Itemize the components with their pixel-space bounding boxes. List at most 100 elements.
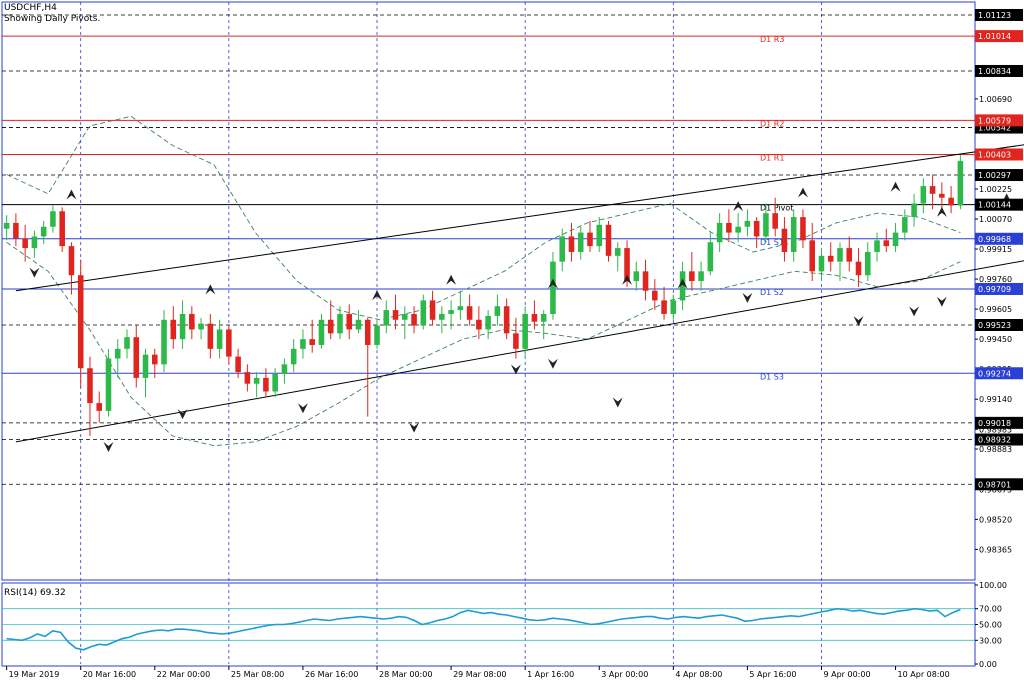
candle-body bbox=[763, 213, 769, 237]
candle-body bbox=[68, 246, 75, 276]
fractal-down-arrow bbox=[297, 403, 308, 414]
pivot-price-tag-text: 1.00144 bbox=[978, 201, 1011, 210]
candle-body bbox=[300, 339, 306, 349]
candle-body bbox=[568, 236, 575, 252]
candle-body bbox=[911, 203, 917, 218]
candles-layer bbox=[3, 155, 964, 437]
pivot-price-tag-text: 0.99709 bbox=[978, 285, 1011, 294]
candle-body bbox=[929, 186, 936, 194]
candle-body bbox=[22, 238, 28, 249]
candle-body bbox=[596, 224, 603, 247]
level-price-tag bbox=[975, 433, 1023, 446]
candle-body bbox=[670, 300, 677, 314]
candle-body bbox=[790, 217, 797, 252]
pivot-level-label: D1 R2 bbox=[760, 119, 784, 128]
trend-channel-layer[interactable] bbox=[15, 128, 1024, 443]
candle-body bbox=[411, 313, 417, 326]
candle-body bbox=[837, 248, 843, 262]
pivot-price-tag-text: 1.01014 bbox=[978, 32, 1011, 41]
candle-body bbox=[559, 236, 565, 262]
candle-body bbox=[827, 255, 834, 262]
candle-body bbox=[892, 232, 899, 247]
fractal-up-arrow bbox=[547, 278, 558, 289]
fractal-down-arrow bbox=[853, 316, 864, 327]
candle-body bbox=[652, 290, 658, 301]
time-tick-label: 28 Mar 00:00 bbox=[379, 670, 432, 679]
main-panel-frame bbox=[1, 1, 976, 581]
rsi-tick-label: 50.00 bbox=[979, 621, 1002, 630]
fractal-up-arrow bbox=[205, 284, 216, 295]
level-price-tag-text: 1.00542 bbox=[978, 124, 1011, 133]
pivot-price-tag-text: 0.99968 bbox=[978, 235, 1011, 244]
candle-body bbox=[244, 372, 251, 384]
candle-body bbox=[429, 300, 436, 320]
time-tick-label: 10 Apr 08:00 bbox=[898, 670, 950, 679]
price-tick-label: 0.98883 bbox=[979, 445, 1012, 454]
candle-body bbox=[633, 271, 640, 282]
price-tags-layer: 1.01123 1.00834 1.00542 1.00297 0.99523 0.990… bbox=[975, 8, 1023, 491]
rsi-tick-label: 100.00 bbox=[979, 581, 1007, 590]
level-price-tag bbox=[975, 8, 1023, 21]
pivot-price-tag-text: 1.00579 bbox=[978, 116, 1011, 125]
fractal-up-arrow bbox=[66, 189, 77, 200]
candle-body bbox=[735, 226, 741, 233]
time-tick-label: 29 Mar 08:00 bbox=[453, 670, 506, 679]
candle-body bbox=[494, 306, 501, 316]
candle-body bbox=[383, 310, 390, 326]
candle-body bbox=[170, 319, 177, 340]
candle-body bbox=[198, 323, 204, 330]
candle-body bbox=[189, 313, 195, 330]
candle-body bbox=[77, 275, 84, 369]
price-tick-label: 0.99605 bbox=[979, 305, 1012, 314]
fractals-layer bbox=[29, 181, 1012, 453]
fractal-up-arrow bbox=[797, 187, 808, 198]
candle-body bbox=[96, 403, 103, 411]
candle-body bbox=[698, 271, 704, 282]
price-tick-label: 0.98985 bbox=[979, 425, 1012, 434]
candle-body bbox=[133, 337, 140, 378]
candle-body bbox=[661, 300, 667, 314]
channel-lower-line bbox=[15, 260, 1024, 443]
candle-body bbox=[781, 228, 788, 252]
candle-body bbox=[439, 313, 445, 320]
fractal-up-arrow bbox=[677, 278, 688, 289]
candle-body bbox=[540, 313, 547, 322]
level-price-tag-text: 0.98932 bbox=[978, 436, 1011, 445]
candle-body bbox=[179, 313, 186, 340]
rsi-tick-label: 0.00 bbox=[979, 660, 997, 669]
candle-body bbox=[476, 319, 482, 330]
fractal-down-arrow bbox=[742, 292, 753, 303]
candle-body bbox=[707, 242, 714, 272]
candle-body bbox=[281, 364, 288, 375]
candle-body bbox=[87, 368, 93, 404]
time-tick-label: 25 Mar 08:00 bbox=[231, 670, 284, 679]
candle-body bbox=[272, 374, 278, 392]
pivot-price-tag-text: 0.99274 bbox=[978, 369, 1011, 378]
candle-body bbox=[920, 186, 927, 204]
candle-body bbox=[13, 222, 19, 239]
candle-body bbox=[420, 300, 427, 326]
candle-body bbox=[577, 232, 584, 252]
candle-body bbox=[939, 193, 945, 198]
candle-body bbox=[59, 211, 65, 247]
fractal-down-arrow bbox=[177, 409, 188, 420]
fractal-up-arrow bbox=[733, 201, 744, 212]
pivot-price-tag bbox=[975, 30, 1023, 43]
fractal-down-arrow bbox=[103, 442, 114, 453]
candle-body bbox=[124, 337, 130, 349]
fractal-down-arrow bbox=[547, 358, 558, 369]
candle-body bbox=[207, 323, 214, 349]
candle-body bbox=[726, 222, 732, 233]
chart-symbol-label: USDCHF,H4 bbox=[4, 3, 57, 13]
rsi-line bbox=[6, 607, 961, 651]
candle-body bbox=[809, 240, 815, 272]
candle-body bbox=[40, 226, 47, 237]
rsi-tick-label: 70.00 bbox=[979, 605, 1002, 614]
pivot-level-label: D1 Pivot bbox=[760, 204, 793, 213]
candle-body bbox=[948, 197, 954, 206]
pivot-price-tag bbox=[975, 148, 1023, 161]
candle-body bbox=[753, 220, 760, 237]
candle-body bbox=[355, 319, 362, 330]
candle-body bbox=[883, 240, 890, 247]
